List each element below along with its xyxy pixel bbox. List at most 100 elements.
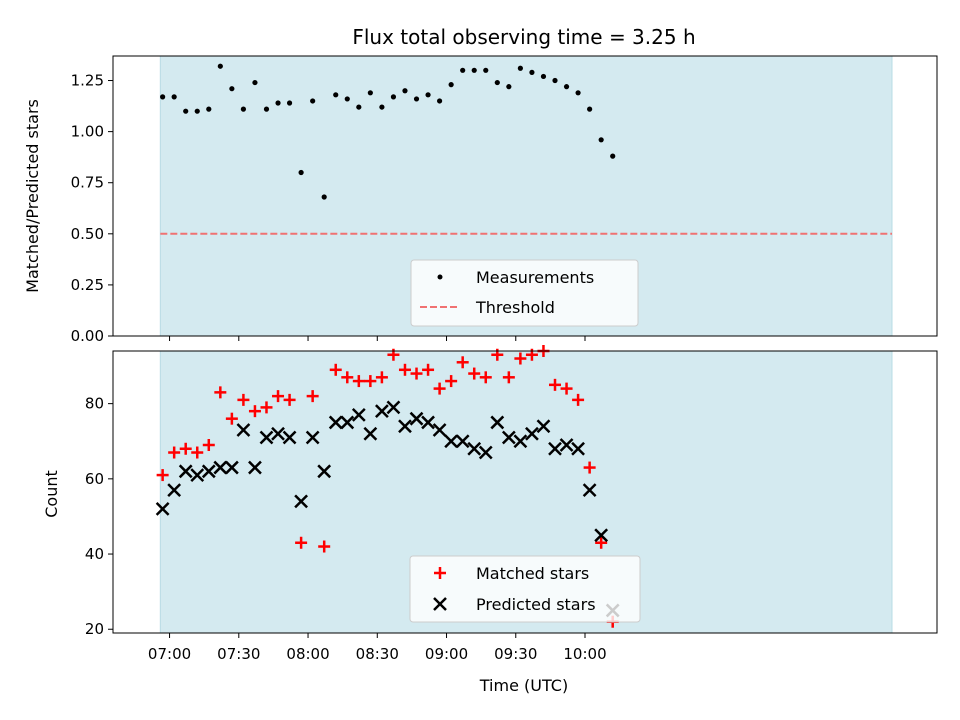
measurement-point [460, 67, 466, 73]
x-tick-label: 10:00 [563, 645, 606, 663]
predicted-star-point [559, 438, 574, 452]
bottom-axes-frame [112, 350, 938, 634]
predicted-star-point [501, 430, 516, 445]
predicted-star-point [282, 430, 297, 445]
top-axes-frame [112, 55, 938, 337]
matched-star-point [214, 386, 227, 399]
x-tick-label: 08:00 [286, 645, 329, 663]
predicted-star-point [386, 400, 401, 415]
measurement-point [494, 79, 500, 86]
measurement-point [390, 94, 397, 100]
matched-star-point [260, 401, 273, 414]
measurement-point [540, 73, 547, 80]
bottom-y-ticks: 20 40 60 80 [85, 395, 113, 638]
y-tick-label: 0.75 [71, 174, 104, 192]
top-legend-box [410, 259, 639, 327]
matched-star-point [283, 393, 296, 406]
matched-star-point [237, 393, 250, 406]
predicted-star-point [363, 426, 378, 441]
measurement-point [275, 100, 281, 106]
matched-star-point [168, 446, 181, 459]
matched-star-point [549, 378, 562, 391]
predicted-star-point [536, 419, 551, 434]
matched-star-point [456, 356, 469, 369]
x-tick-label: 08:30 [356, 645, 399, 663]
y-tick-label: 0.50 [71, 225, 104, 243]
predicted-star-points [155, 400, 620, 618]
predicted-star-point [328, 415, 343, 430]
predicted-star-point [294, 494, 308, 509]
measurement-point [425, 92, 431, 98]
matched-star-point [341, 371, 354, 384]
matched-star-point [202, 439, 215, 451]
matched-star-point [433, 382, 446, 395]
top-y-ticks: 0.00 0.25 0.50 0.75 1.00 1.25 [71, 72, 113, 345]
measurement-point [552, 77, 558, 84]
y-tick-label: 40 [85, 545, 104, 563]
measurement-point [436, 98, 443, 104]
matched-star-point [560, 382, 573, 395]
matched-star-point [583, 461, 596, 474]
bottom-x-ticks: 07:00 07:30 08:00 08:30 09:00 09:30 10:00 [148, 633, 607, 663]
top-x-ticks [169, 336, 586, 341]
predicted-star-point [178, 464, 193, 479]
measurement-point [194, 108, 200, 114]
measurement-point [344, 96, 350, 102]
measurement-points [160, 63, 616, 200]
predicted-star-point [190, 468, 205, 482]
y-tick-label: 60 [85, 470, 104, 488]
matched-star-point [398, 363, 411, 376]
predicted-star-point [305, 430, 320, 445]
measurement-point [356, 104, 362, 110]
matched-star-point [572, 393, 585, 406]
measurement-point [413, 96, 420, 102]
matched-star-point [502, 371, 515, 384]
measurement-point [263, 106, 270, 112]
legend-matched: Matched stars [476, 564, 589, 583]
measurement-point [563, 84, 570, 90]
matched-star-points [156, 345, 619, 628]
measurement-point [310, 98, 316, 104]
y-tick-label: 0.00 [71, 327, 104, 345]
x-tick-label: 09:30 [494, 645, 537, 663]
predicted-star-point [455, 434, 470, 449]
predicted-star-point [213, 460, 228, 475]
measurement-point [160, 94, 166, 100]
matched-star-point [306, 390, 319, 403]
predicted-star-point [271, 426, 285, 441]
predicted-star-point [444, 434, 459, 449]
measurement-point [598, 137, 604, 143]
predicted-star-point [548, 441, 562, 456]
matched-star-point [272, 390, 285, 403]
predicted-star-point [582, 483, 597, 498]
measurement-point [321, 194, 327, 200]
legend-matched-marker [434, 567, 446, 579]
matched-star-point [364, 375, 377, 388]
predicted-star-point [421, 415, 435, 430]
matched-star-point [468, 367, 481, 380]
measurement-point [575, 90, 581, 96]
y-tick-label: 1.25 [71, 72, 104, 90]
measurement-point [448, 82, 454, 88]
predicted-star-point [467, 441, 482, 456]
y-tick-label: 80 [85, 395, 104, 413]
bottom-ylabel: Count [42, 470, 61, 518]
legend-measurements: Measurements [476, 268, 594, 287]
matched-star-point [295, 536, 308, 549]
measurement-point [206, 106, 212, 112]
predicted-star-point [398, 419, 412, 434]
measurement-point [217, 63, 223, 69]
chart-title: Flux total observing time = 3.25 h [352, 25, 695, 49]
y-tick-label: 0.25 [71, 276, 104, 294]
predicted-star-point [224, 460, 239, 475]
predicted-star-point [201, 464, 216, 479]
matched-star-point [479, 371, 492, 384]
measurement-point [229, 86, 235, 92]
top-ylabel: Matched/Predicted stars [23, 99, 42, 293]
y-tick-label: 20 [85, 620, 104, 638]
legend-threshold: Threshold [475, 298, 555, 317]
x-tick-label: 07:00 [148, 645, 191, 663]
matched-star-point [329, 363, 342, 376]
measurement-point [333, 92, 339, 98]
measurement-point [379, 104, 385, 110]
